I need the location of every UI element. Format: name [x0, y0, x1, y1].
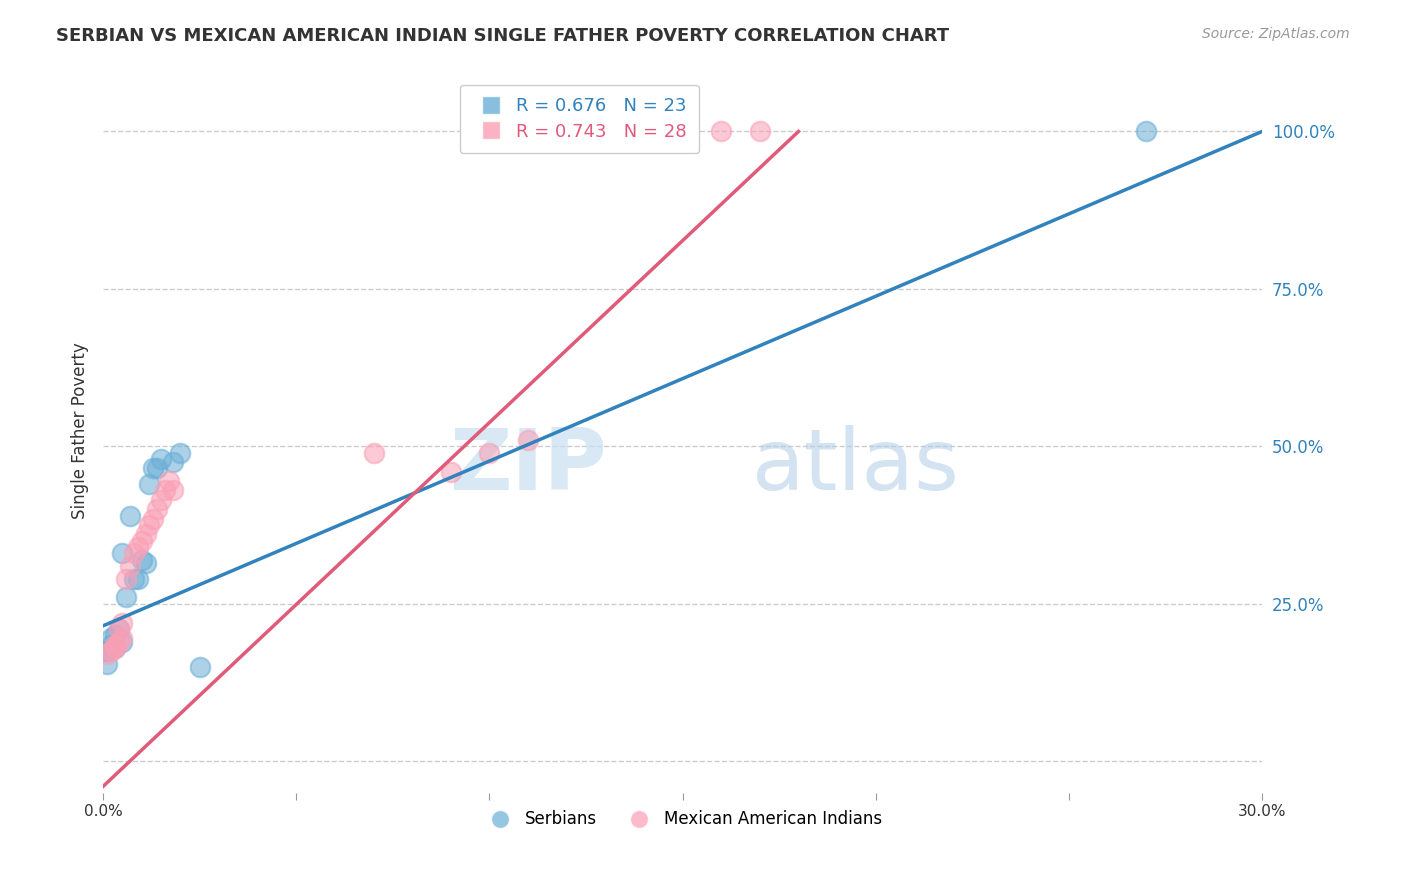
Point [127, 572, 149, 586]
Point [96, 647, 118, 661]
Point [115, 572, 138, 586]
Point [135, 527, 157, 541]
Point [363, 445, 385, 459]
Point [162, 455, 184, 469]
Text: SERBIAN VS MEXICAN AMERICAN INDIAN SINGLE FATHER POVERTY CORRELATION CHART: SERBIAN VS MEXICAN AMERICAN INDIAN SINGL… [56, 27, 949, 45]
Point [111, 615, 134, 630]
Point [107, 622, 129, 636]
Point [104, 640, 127, 655]
Point [153, 483, 176, 498]
Legend: Serbians, Mexican American Indians: Serbians, Mexican American Indians [477, 804, 889, 835]
Point [138, 518, 160, 533]
Y-axis label: Single Father Poverty: Single Father Poverty [72, 343, 89, 519]
Point [135, 556, 157, 570]
Point [748, 124, 770, 138]
Point [111, 634, 134, 648]
Point [120, 508, 142, 523]
Point [478, 445, 501, 459]
Point [104, 640, 127, 655]
Point [122, 546, 145, 560]
Point [131, 533, 153, 548]
Text: ZIP: ZIP [450, 425, 607, 508]
Text: atlas: atlas [752, 425, 960, 508]
Point [150, 492, 173, 507]
Point [127, 540, 149, 554]
Point [96, 657, 118, 671]
Point [595, 124, 617, 138]
Point [115, 591, 138, 605]
Text: Source: ZipAtlas.com: Source: ZipAtlas.com [1202, 27, 1350, 41]
Point [104, 628, 127, 642]
Point [107, 634, 129, 648]
Point [188, 659, 211, 673]
Point [120, 558, 142, 573]
Point [131, 552, 153, 566]
Point [96, 644, 118, 658]
Point [142, 512, 165, 526]
Point [104, 638, 127, 652]
Point [100, 632, 122, 646]
Point [710, 124, 733, 138]
Point [157, 474, 180, 488]
Point [111, 546, 134, 560]
Point [440, 465, 463, 479]
Point [1135, 124, 1157, 138]
Point [146, 502, 169, 516]
Point [111, 632, 134, 646]
Point [100, 644, 122, 658]
Point [107, 622, 129, 636]
Point [517, 433, 540, 447]
Point [122, 572, 145, 586]
Point [142, 461, 165, 475]
Point [150, 451, 173, 466]
Point [138, 477, 160, 491]
Point [169, 445, 191, 459]
Point [162, 483, 184, 498]
Point [100, 638, 122, 652]
Point [146, 461, 169, 475]
